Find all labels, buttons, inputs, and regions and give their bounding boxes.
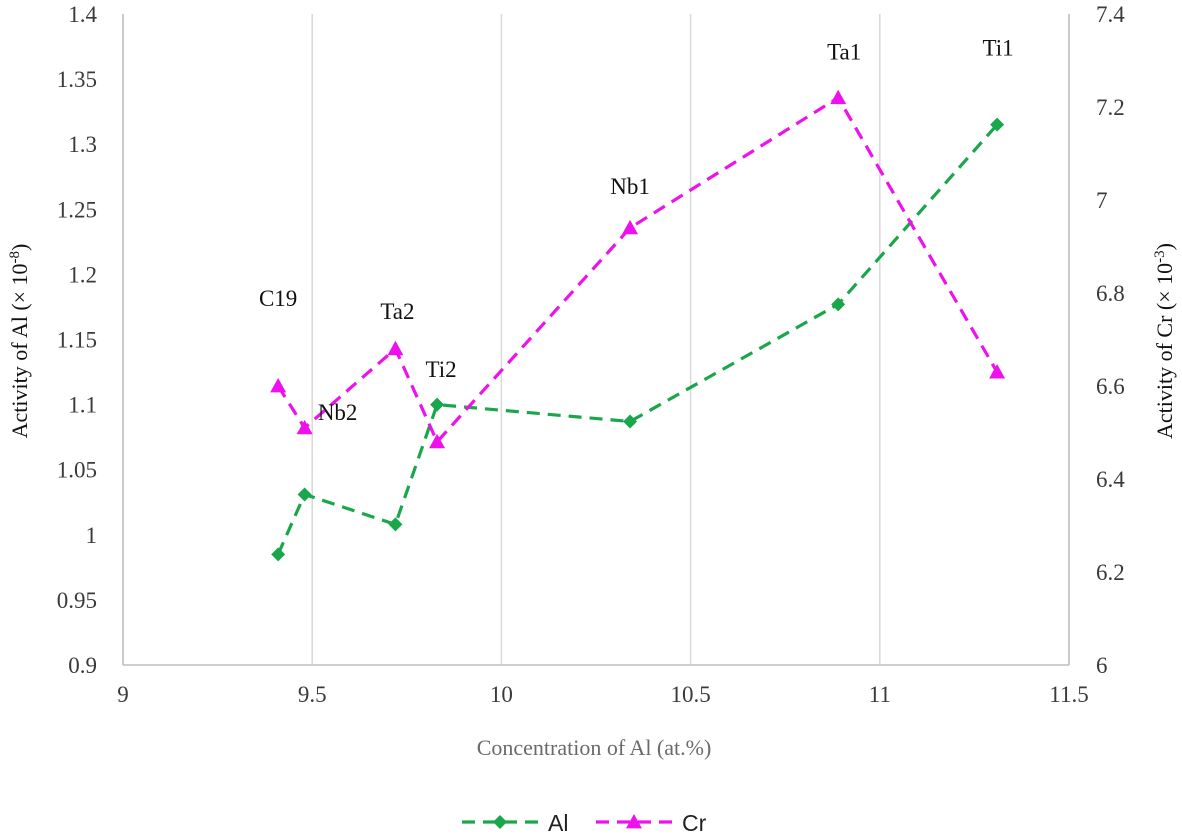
data-point-Cr	[270, 378, 287, 393]
data-point-Al	[271, 547, 286, 562]
y-right-tick-label: 7.4	[1096, 2, 1125, 27]
data-point-Al	[623, 414, 638, 429]
series-Cr	[270, 89, 1006, 449]
data-point-Al	[430, 397, 445, 412]
x-tick-label: 10.5	[670, 682, 710, 707]
point-label-Ta2: Ta2	[380, 299, 414, 324]
y-left-tick-label: 1.35	[57, 67, 97, 92]
y-left-tick-label: 1	[86, 523, 98, 548]
x-tick-label: 9.5	[298, 682, 327, 707]
y-right-tick-label: 7	[1096, 188, 1108, 213]
x-tick-label: 9	[117, 682, 129, 707]
y-right-tick-label: 6.2	[1096, 560, 1125, 585]
point-labels: C19 Nb2 Ta2 Ti2 Nb1 Ta1 Ti1	[259, 36, 1014, 425]
legend-marker-Cr	[626, 814, 642, 829]
legend: Al Cr	[462, 810, 707, 835]
point-label-Nb1: Nb1	[610, 174, 650, 199]
point-label-Ti1: Ti1	[983, 36, 1014, 61]
x-axis-title: Concentration of Al (at.%)	[477, 735, 712, 760]
data-point-Al	[831, 297, 846, 312]
point-label-Ti2: Ti2	[426, 357, 457, 382]
legend-label-Al: Al	[548, 810, 568, 835]
data-point-Al	[388, 517, 403, 532]
y-left-tick-label: 1.3	[68, 132, 97, 157]
series-line-Cr	[276, 95, 999, 445]
axes	[122, 14, 1070, 666]
y-left-tick-label: 1.05	[57, 458, 97, 483]
tick-labels: 9 9.5 10 10.5 11 11.5 0.9 0.95 1 1.05 1.1 1.15 1.2 1.…	[57, 2, 1126, 707]
y-right-tick-label: 6.6	[1096, 374, 1125, 399]
legend-item-Cr: Cr	[596, 810, 707, 835]
series	[270, 89, 1006, 562]
data-point-Cr	[429, 433, 446, 449]
x-tick-label: 11.5	[1049, 682, 1088, 707]
y-right-tick-label: 6.8	[1096, 281, 1125, 306]
data-point-Cr	[387, 340, 404, 356]
y-left-tick-label: 1.1	[68, 393, 97, 418]
x-tick-label: 11	[869, 682, 891, 707]
data-point-Cr	[622, 219, 639, 235]
legend-label-Cr: Cr	[682, 810, 707, 835]
data-point-Cr	[989, 364, 1006, 379]
y-left-tick-label: 1.2	[68, 262, 97, 287]
y-left-tick-label: 1.4	[68, 2, 97, 27]
y-left-tick-label: 0.95	[57, 588, 97, 613]
legend-marker-Al	[493, 815, 507, 829]
point-label-C19: C19	[259, 286, 297, 311]
grid	[122, 14, 1070, 665]
y-right-tick-label: 6.4	[1096, 467, 1125, 492]
y-right-tick-label: 6	[1096, 653, 1108, 678]
y-axis-right-title: Activity of Cr (× 10-3)	[1152, 243, 1177, 439]
y-left-tick-label: 0.9	[68, 653, 97, 678]
series-Al	[271, 117, 1005, 562]
y-left-tick-label: 1.15	[57, 328, 97, 353]
point-label-Ta1: Ta1	[827, 40, 861, 65]
x-tick-label: 10	[490, 682, 513, 707]
data-point-Cr	[296, 419, 313, 435]
data-point-Cr	[830, 89, 847, 105]
y-left-tick-label: 1.25	[57, 197, 97, 222]
y-axis-left-title: Activity of Al (× 10-8)	[7, 244, 32, 439]
data-point-Al	[297, 487, 312, 502]
legend-item-Al: Al	[462, 810, 568, 835]
y-right-tick-label: 7.2	[1096, 95, 1125, 120]
data-point-Al	[990, 117, 1005, 132]
point-label-Nb2: Nb2	[318, 400, 358, 425]
